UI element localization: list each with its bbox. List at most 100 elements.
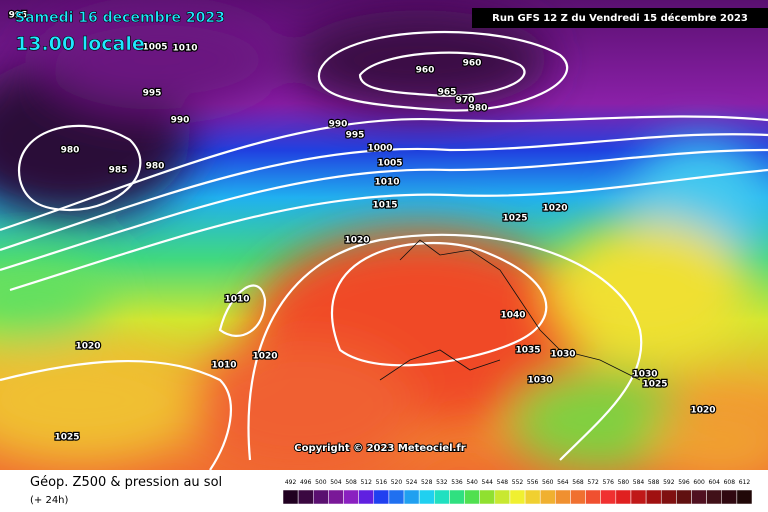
time: 13.00 locale — [15, 33, 145, 55]
isobar-label: 970 — [456, 96, 475, 106]
isobar-label: 1030 — [550, 350, 575, 360]
isobar-label: 990 — [171, 116, 190, 126]
legend-label: 528 — [421, 479, 433, 486]
legend-swatch — [691, 489, 707, 505]
isobar-label: 1015 — [372, 201, 397, 211]
legend-label: 572 — [587, 479, 599, 486]
run-box — [472, 8, 768, 28]
legend-label: 516 — [376, 479, 388, 486]
copyright: Copyright © 2023 Meteociel.fr — [294, 443, 465, 454]
legend-label: 504 — [330, 479, 342, 486]
run-info: Run GFS 12 Z du Vendredi 15 décembre 202… — [492, 12, 748, 24]
isobar-label: 965 — [438, 88, 457, 98]
isobar-label: 1035 — [515, 346, 540, 356]
legend-label: 544 — [482, 479, 494, 486]
isobar-label: 995 — [143, 89, 162, 99]
isobar-label: 1025 — [502, 214, 527, 224]
legend-swatch — [358, 489, 375, 505]
legend-swatch — [615, 489, 632, 505]
isobar-label: 1025 — [54, 433, 79, 443]
legend-label: 508 — [345, 479, 357, 486]
legend-swatch — [706, 489, 722, 505]
legend-label: 604 — [708, 479, 720, 486]
isobar-label: 1020 — [252, 352, 277, 362]
legend-swatch — [328, 489, 344, 505]
isobar-label: 990 — [329, 120, 348, 130]
legend-label: 588 — [648, 479, 660, 486]
legend-label: 520 — [391, 479, 403, 486]
legend-label: 584 — [633, 479, 645, 486]
isobar-label: 1030 — [527, 376, 552, 386]
legend-swatch — [721, 489, 738, 505]
legend-swatch — [313, 489, 329, 505]
legend-swatch — [297, 489, 314, 505]
color-legend: 492 496 500 504 508 512 516 520 524 528 532 536 540 5… — [282, 479, 753, 505]
legend-swatch — [373, 489, 390, 505]
legend-label: 540 — [466, 479, 478, 486]
legend-label: 576 — [603, 479, 615, 486]
legend-swatch — [630, 489, 647, 505]
isobar-label: 1020 — [542, 204, 567, 214]
legend-swatch — [585, 489, 601, 505]
isobar-label: 1030 — [632, 370, 657, 380]
legend-label: 524 — [406, 479, 418, 486]
legend-swatch — [494, 489, 511, 505]
legend-swatch — [282, 489, 299, 505]
legend-swatch — [388, 489, 405, 505]
legend-swatch — [509, 489, 526, 505]
legend-label: 532 — [436, 479, 448, 486]
legend-swatch — [736, 489, 753, 505]
legend-label: 492 — [285, 479, 297, 486]
footer-title: Géop. Z500 & pression au sol — [30, 475, 222, 490]
legend-swatch — [676, 489, 692, 505]
legend-swatch — [555, 489, 571, 505]
isobar-label: 1000 — [367, 144, 392, 154]
isobar-label: 960 — [463, 59, 482, 69]
isobar-label: 1025 — [642, 380, 667, 390]
legend-label: 564 — [557, 479, 569, 486]
isobar-label: 995 — [9, 11, 28, 21]
isobar-label: 980 — [146, 162, 165, 172]
legend-swatch — [479, 489, 496, 505]
legend-swatch — [464, 489, 480, 505]
map-field — [0, 0, 768, 470]
legend-label: 612 — [739, 479, 751, 486]
isobar-label: 1020 — [690, 406, 715, 416]
isobar-label: 1010 — [172, 44, 197, 54]
legend-swatch — [570, 489, 586, 505]
legend-swatch — [418, 489, 435, 505]
legend-label: 496 — [300, 479, 312, 486]
isobar-label: 1010 — [374, 178, 399, 188]
legend-swatch — [449, 489, 465, 505]
legend-label: 608 — [724, 479, 736, 486]
isobar-label: 1005 — [142, 43, 167, 53]
legend-label: 592 — [663, 479, 675, 486]
legend-label: 512 — [360, 479, 372, 486]
legend-label: 536 — [451, 479, 463, 486]
legend-swatch — [645, 489, 662, 505]
legend-label: 596 — [678, 479, 690, 486]
legend-label: 500 — [315, 479, 327, 486]
legend-swatch — [660, 489, 677, 505]
footer-lead: (+ 24h) — [30, 495, 69, 506]
legend-label: 568 — [572, 479, 584, 486]
legend-swatch — [434, 489, 450, 505]
isobar-label: 1020 — [75, 342, 100, 352]
date: Samedi 16 decembre 2023 — [15, 10, 225, 26]
isobar-label: 1040 — [500, 311, 525, 321]
legend-label: 556 — [527, 479, 539, 486]
legend-label: 560 — [542, 479, 554, 486]
isobar-label: 1020 — [344, 236, 369, 246]
legend-label: 600 — [693, 479, 705, 486]
isobar-label: 960 — [416, 66, 435, 76]
isobar-label: 1005 — [377, 159, 402, 169]
legend-label: 580 — [618, 479, 630, 486]
legend-label: 552 — [512, 479, 524, 486]
isobar-label: 1010 — [224, 295, 249, 305]
legend-swatch — [600, 489, 617, 505]
legend-swatch — [539, 489, 556, 505]
legend-label: 548 — [497, 479, 509, 486]
legend-swatch — [403, 489, 420, 505]
